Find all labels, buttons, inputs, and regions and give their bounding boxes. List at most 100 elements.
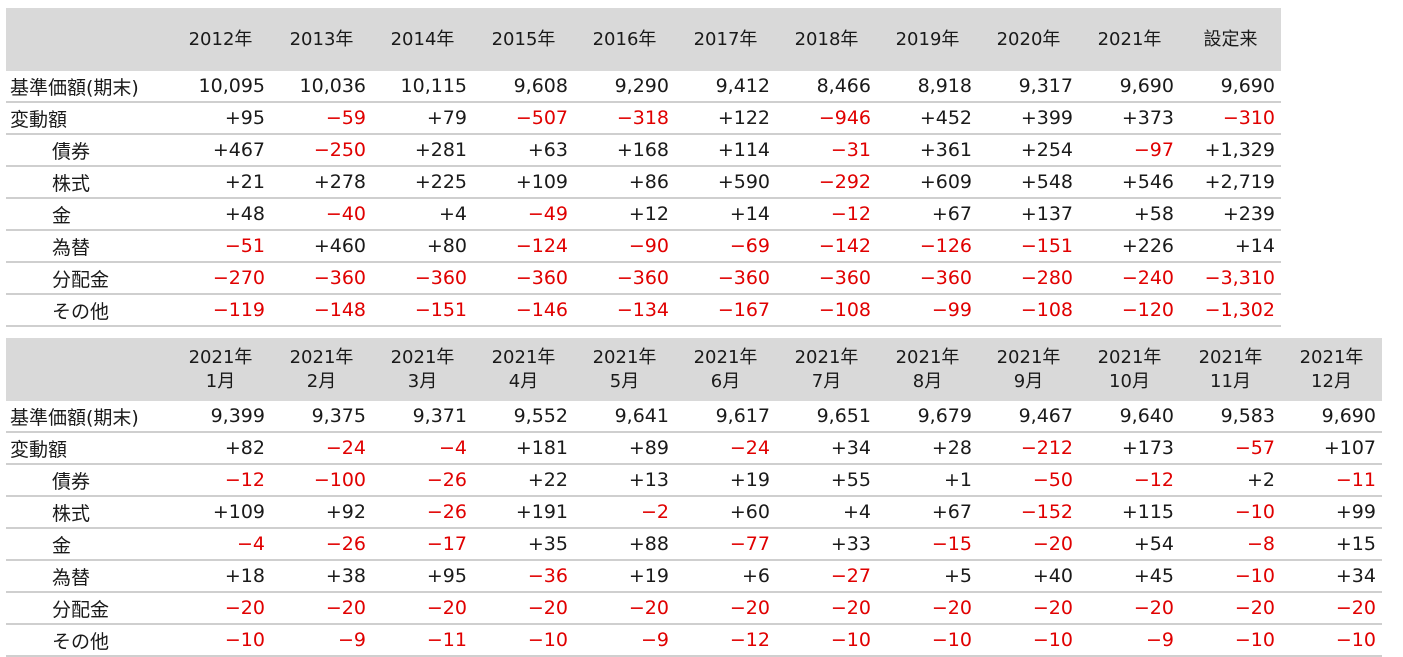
- table-row: 金 +48 −40 +4 −49 +12 +14 −12 +67 +137 +58 +239: [6, 198, 1281, 231]
- table-row: 為替 −51 +460 +80 −124 −90 −69 −142 −126 −151 +226 +1…: [6, 230, 1281, 263]
- table-row: 債券 −12 −100 −26 +22 +13 +19 +55 +1 −50 −12 +2 −11: [6, 464, 1382, 497]
- table-cell: 9,608: [473, 71, 574, 103]
- table-cell: +60: [675, 496, 776, 529]
- table-cell: −26: [271, 528, 372, 561]
- table-cell: −26: [372, 496, 473, 529]
- table-cell: −142: [776, 230, 877, 263]
- table-cell: −360: [877, 262, 978, 295]
- table-cell: −124: [473, 230, 574, 263]
- table-cell: −69: [675, 230, 776, 263]
- table-cell: +95: [170, 102, 271, 135]
- table-cell: −8: [1180, 528, 1281, 561]
- table-cell: +548: [978, 166, 1079, 199]
- table-cell: −15: [877, 528, 978, 561]
- table-cell: +107: [1281, 432, 1382, 465]
- column-header: 2021年 12月: [1281, 338, 1382, 401]
- table-cell: −20: [978, 528, 1079, 561]
- table-row: 金 −4 −26 −17 +35 +88 −77 +33 −15 −20 +54 −8 +15: [6, 528, 1382, 561]
- table-cell: −108: [978, 294, 1079, 327]
- table-cell: −50: [978, 464, 1079, 497]
- column-header: 2015年: [473, 8, 574, 71]
- table-row: その他 −10 −9 −11 −10 −9 −12 −10 −10 −10 −9 −10 −10: [6, 624, 1382, 657]
- table-cell: +55: [776, 464, 877, 497]
- table-row: 分配金 −270 −360 −360 −360 −360 −360 −360 −360 −280−…: [6, 262, 1281, 295]
- table-cell: −24: [675, 432, 776, 465]
- table-cell: +54: [1079, 528, 1180, 561]
- table-cell: 9,690: [1079, 71, 1180, 103]
- table-cell: 9,641: [574, 401, 675, 433]
- table-cell: −167: [675, 294, 776, 327]
- monthly-body: 基準価額(期末) 9,399 9,375 9,371 9,552 9,641 9,617 9,…: [6, 401, 1382, 657]
- row-label: その他: [6, 294, 170, 327]
- table-cell: −10: [776, 624, 877, 657]
- table-cell: −57: [1180, 432, 1281, 465]
- table-cell: −24: [271, 432, 372, 465]
- table-row: 分配金 −20 −20 −20 −20 −20 −20 −20 −20 −20 −20 −20 −20: [6, 592, 1382, 625]
- column-header: 2021年: [1079, 8, 1180, 71]
- table-cell: +45: [1079, 560, 1180, 593]
- table-cell: −120: [1079, 294, 1180, 327]
- table-cell: +82: [170, 432, 271, 465]
- table-cell: +467: [170, 134, 271, 167]
- table-cell: 9,399: [170, 401, 271, 433]
- table-cell: −1,302: [1180, 294, 1281, 327]
- table-cell: −10: [1180, 496, 1281, 529]
- table-cell: +4: [372, 198, 473, 231]
- table-cell: +38: [271, 560, 372, 593]
- table-row: 変動額 +82 −24 −4 +181 +89 −24 +34 +28 −212 +173 −57 +1…: [6, 432, 1382, 465]
- table-cell: −20: [776, 592, 877, 625]
- table-cell: −119: [170, 294, 271, 327]
- table-cell: −10: [1281, 624, 1382, 657]
- table-cell: +609: [877, 166, 978, 199]
- table-cell: −126: [877, 230, 978, 263]
- table-cell: 9,317: [978, 71, 1079, 103]
- table-cell: +109: [473, 166, 574, 199]
- table-cell: −12: [1079, 464, 1180, 497]
- row-label: その他: [6, 624, 170, 657]
- table-cell: +89: [574, 432, 675, 465]
- table-row: 債券 +467 −250 +281 +63 +168 +114 −31 +361 +254 −97 +…: [6, 134, 1281, 167]
- table-cell: −59: [271, 102, 372, 135]
- table-cell: −26: [372, 464, 473, 497]
- table-cell: +137: [978, 198, 1079, 231]
- column-header: 2019年: [877, 8, 978, 71]
- table-cell: 9,617: [675, 401, 776, 433]
- table-cell: +181: [473, 432, 574, 465]
- table-cell: −100: [271, 464, 372, 497]
- table-cell: −4: [372, 432, 473, 465]
- table-cell: −20: [978, 592, 1079, 625]
- table-cell: +19: [675, 464, 776, 497]
- table-cell: −946: [776, 102, 877, 135]
- table-cell: −40: [271, 198, 372, 231]
- table-cell: +80: [372, 230, 473, 263]
- table-cell: −10: [1180, 624, 1281, 657]
- table-cell: 9,640: [1079, 401, 1180, 433]
- table-cell: +21: [170, 166, 271, 199]
- column-header: 2021年 3月: [372, 338, 473, 401]
- header-corner-cell: [6, 8, 170, 71]
- table-cell: +92: [271, 496, 372, 529]
- table-cell: −108: [776, 294, 877, 327]
- table-cell: +191: [473, 496, 574, 529]
- table-cell: −151: [372, 294, 473, 327]
- table-cell: 9,552: [473, 401, 574, 433]
- table-cell: 8,918: [877, 71, 978, 103]
- column-header: 2012年: [170, 8, 271, 71]
- table-cell: +35: [473, 528, 574, 561]
- table-cell: 9,679: [877, 401, 978, 433]
- table-cell: +14: [675, 198, 776, 231]
- table-cell: −20: [1281, 592, 1382, 625]
- column-header: 2014年: [372, 8, 473, 71]
- table-cell: −10: [877, 624, 978, 657]
- monthly-header-row: 2021年 1月 2021年 2月 2021年 3月 2021年 4月 2021年 5月…: [6, 338, 1382, 401]
- table-cell: +361: [877, 134, 978, 167]
- table-cell: +63: [473, 134, 574, 167]
- table-cell: −250: [271, 134, 372, 167]
- table-cell: −9: [1079, 624, 1180, 657]
- table-cell: −20: [170, 592, 271, 625]
- table-row: 為替 +18 +38 +95 −36 +19 +6 −27 +5 +40 +45 −10 +34: [6, 560, 1382, 593]
- table-cell: −146: [473, 294, 574, 327]
- table-cell: +67: [877, 496, 978, 529]
- table-row: その他 −119 −148 −151 −146 −134 −167 −108 −99 −108 −1…: [6, 294, 1281, 327]
- table-cell: −12: [776, 198, 877, 231]
